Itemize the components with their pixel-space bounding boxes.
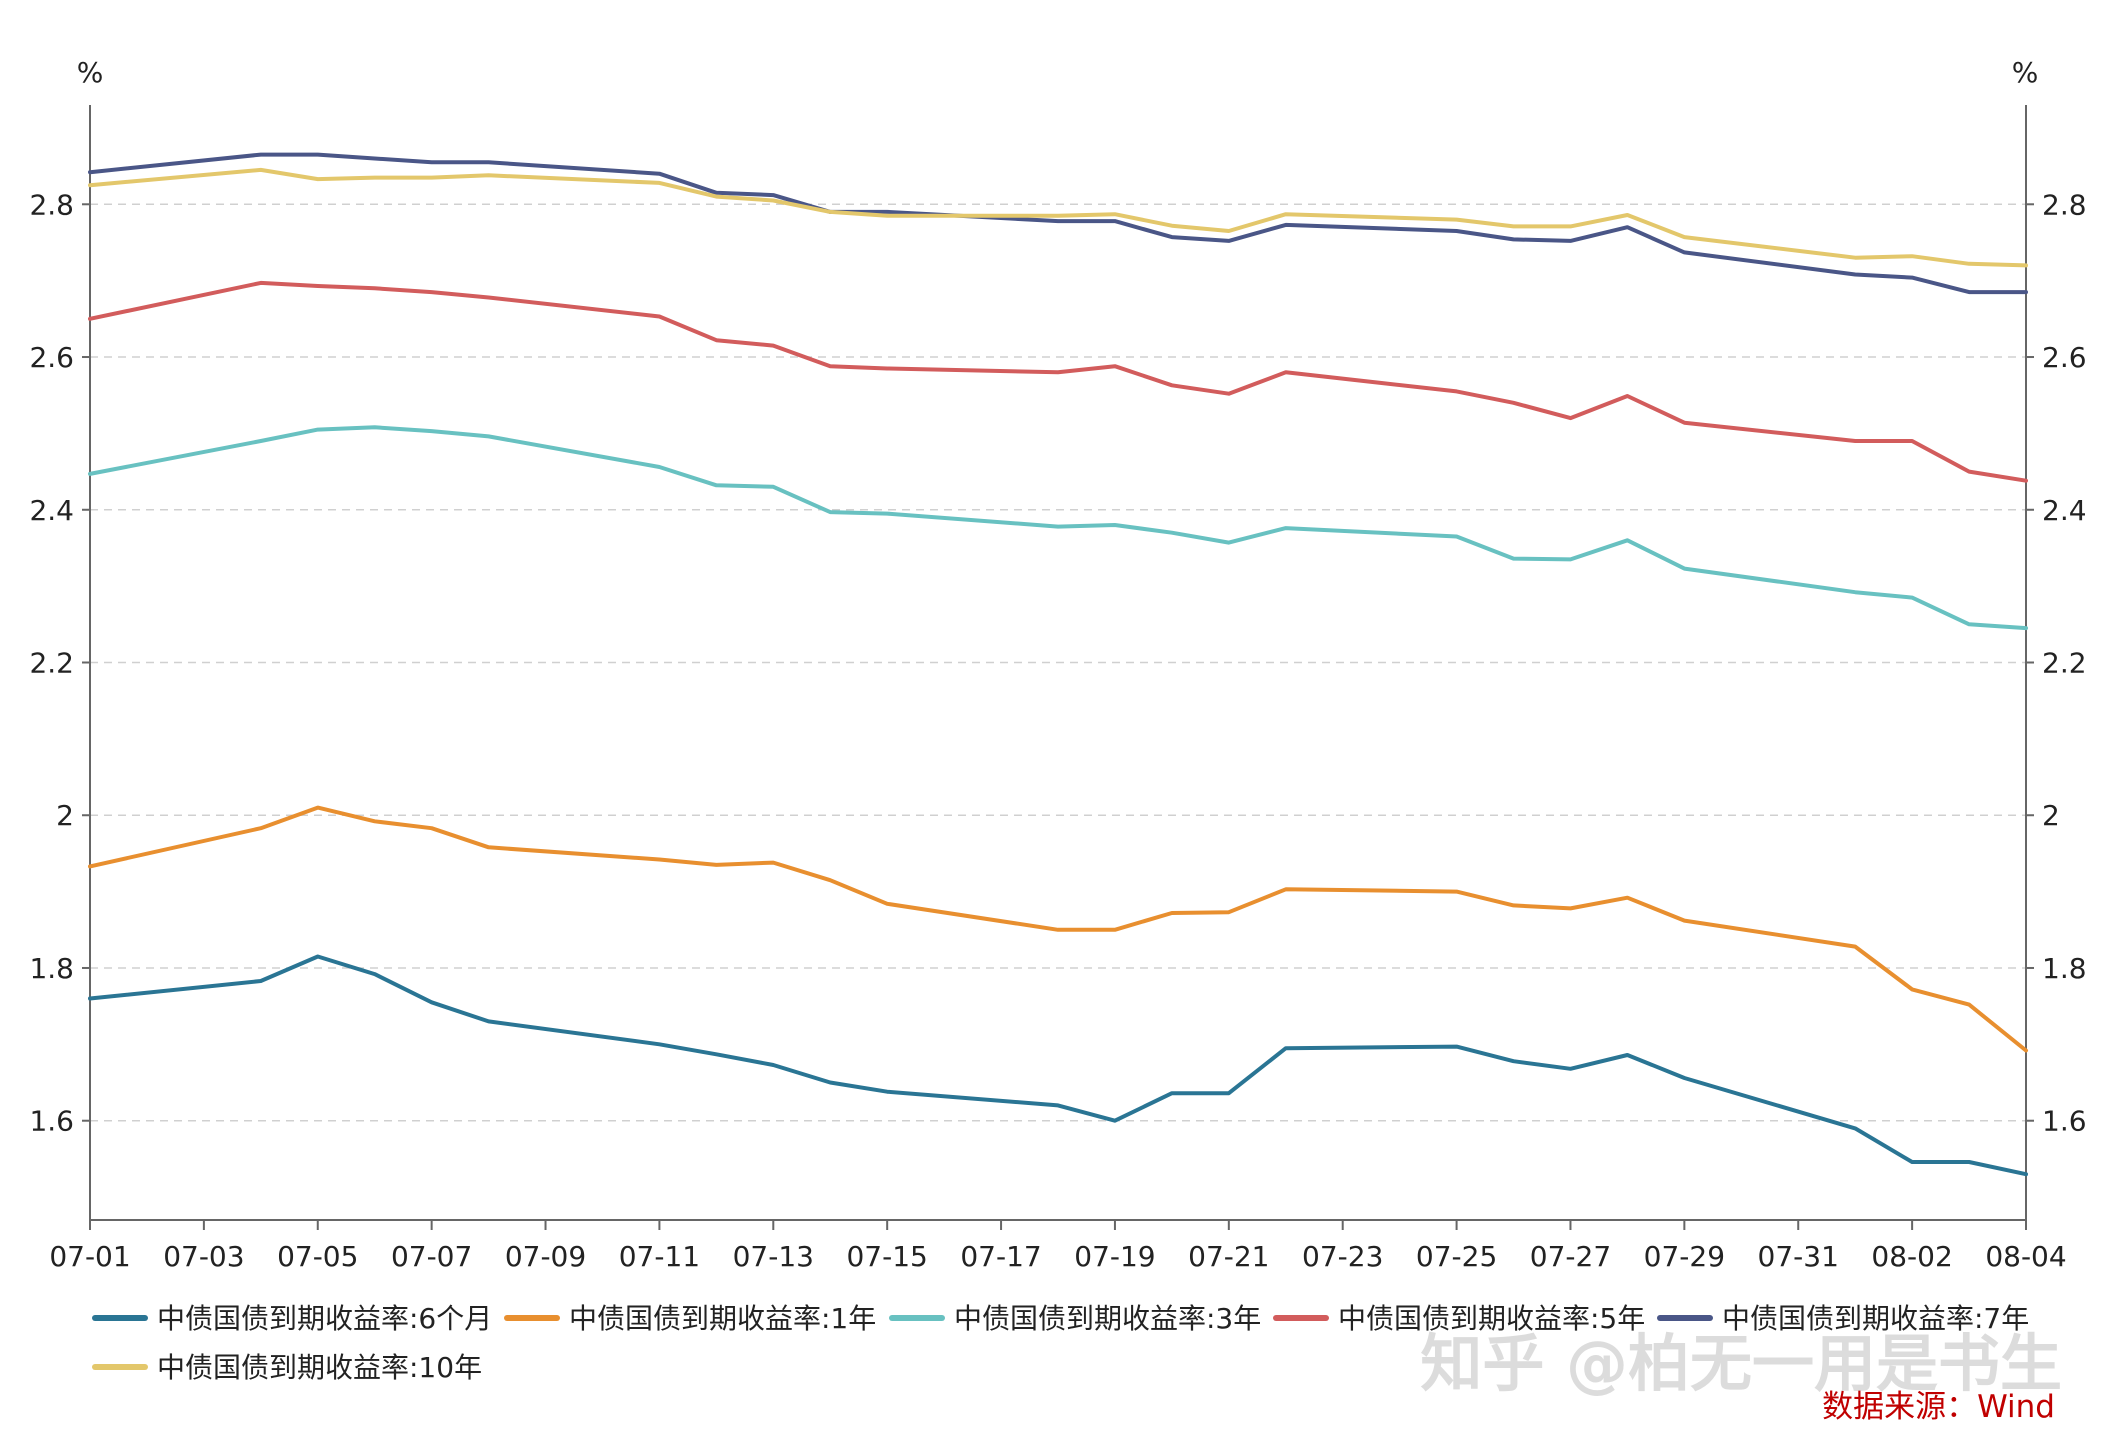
x-tick-label: 08-04 <box>1985 1240 2066 1273</box>
y-tick-label: 2 <box>56 799 74 832</box>
series-line-3 <box>88 425 2028 631</box>
y-tick-label-right: 2 <box>2042 799 2060 832</box>
y-tick-label: 2.4 <box>29 494 74 527</box>
y-tick-label: 2.2 <box>29 647 74 680</box>
x-tick-label: 07-23 <box>1302 1240 1383 1273</box>
grid-lines <box>90 203 2026 1122</box>
y-tick-label: 1.6 <box>29 1105 74 1138</box>
x-tick-label: 07-01 <box>49 1240 130 1273</box>
legend: 中债国债到期收益率:6个月 中债国债到期收益率:1年 中债国债到期收益率:3年 中债国… <box>92 1302 2029 1384</box>
x-tick-label: 07-19 <box>1074 1240 1155 1273</box>
series-lines <box>88 152 2028 1177</box>
x-tick-label: 07-15 <box>846 1240 927 1273</box>
legend-label: 中债国债到期收益率:7年 <box>1722 1302 2029 1335</box>
x-tick-label: 07-17 <box>960 1240 1041 1273</box>
x-tick-label: 07-09 <box>505 1240 586 1273</box>
x-tick-label: 07-29 <box>1644 1240 1725 1273</box>
y-tick-label-right: 2.4 <box>2042 494 2087 527</box>
y-unit-left: % <box>77 56 104 89</box>
y-tick-label-right: 2.2 <box>2042 647 2087 680</box>
legend-item: 中债国债到期收益率:10年 <box>92 1351 482 1384</box>
x-tick-label: 07-03 <box>163 1240 244 1273</box>
y-unit-right: % <box>2012 56 2039 89</box>
x-tick-label: 08-02 <box>1871 1240 1952 1273</box>
legend-label: 中债国债到期收益率:1年 <box>569 1302 876 1335</box>
x-tick-label: 07-13 <box>733 1240 814 1273</box>
x-ticks: 07-01 07-03 07-05 07-07 07-09 07-11 07-13 07-15… <box>49 1220 2067 1273</box>
x-tick-label: 07-27 <box>1530 1240 1611 1273</box>
y-ticks-left: 1.6 1.8 2 2.2 2.4 2.6 2.8 <box>29 188 90 1138</box>
series-line-4 <box>88 280 2028 483</box>
y-tick-label: 2.8 <box>29 188 74 221</box>
y-tick-label-right: 2.8 <box>2042 188 2087 221</box>
x-tick-label: 07-05 <box>277 1240 358 1273</box>
legend-item: 中债国债到期收益率:1年 <box>504 1302 876 1335</box>
legend-item: 中债国债到期收益率:7年 <box>1657 1302 2029 1335</box>
y-tick-label-right: 2.6 <box>2042 341 2087 374</box>
legend-item: 中债国债到期收益率:3年 <box>889 1302 1261 1335</box>
legend-label: 中债国债到期收益率:6个月 <box>157 1302 492 1335</box>
legend-item: 中债国债到期收益率:6个月 <box>92 1302 492 1335</box>
legend-label: 中债国债到期收益率:10年 <box>157 1351 482 1384</box>
y-tick-label-right: 1.8 <box>2042 952 2087 985</box>
series-line-2 <box>88 805 2028 1053</box>
legend-label: 中债国债到期收益率:5年 <box>1338 1302 1645 1335</box>
y-ticks-right: 1.6 1.8 2 2.2 2.4 2.6 2.8 <box>2026 188 2087 1138</box>
y-tick-label: 1.8 <box>29 952 74 985</box>
x-tick-label: 07-21 <box>1188 1240 1269 1273</box>
x-tick-label: 07-25 <box>1416 1240 1497 1273</box>
x-tick-label: 07-07 <box>391 1240 472 1273</box>
y-tick-label: 2.6 <box>29 341 74 374</box>
y-tick-label-right: 1.6 <box>2042 1105 2087 1138</box>
series-line-1 <box>88 954 2028 1177</box>
source-label: 数据来源：Wind <box>1822 1389 2055 1425</box>
legend-item: 中债国债到期收益率:5年 <box>1273 1302 1645 1335</box>
watermark: 知乎 @柏无一用是书生 <box>1420 1327 2062 1400</box>
series-line-6 <box>88 167 2028 268</box>
x-tick-label: 07-11 <box>619 1240 700 1273</box>
x-tick-label: 07-31 <box>1758 1240 1839 1273</box>
legend-label: 中债国债到期收益率:3年 <box>954 1302 1261 1335</box>
series-line-5 <box>88 152 2028 295</box>
